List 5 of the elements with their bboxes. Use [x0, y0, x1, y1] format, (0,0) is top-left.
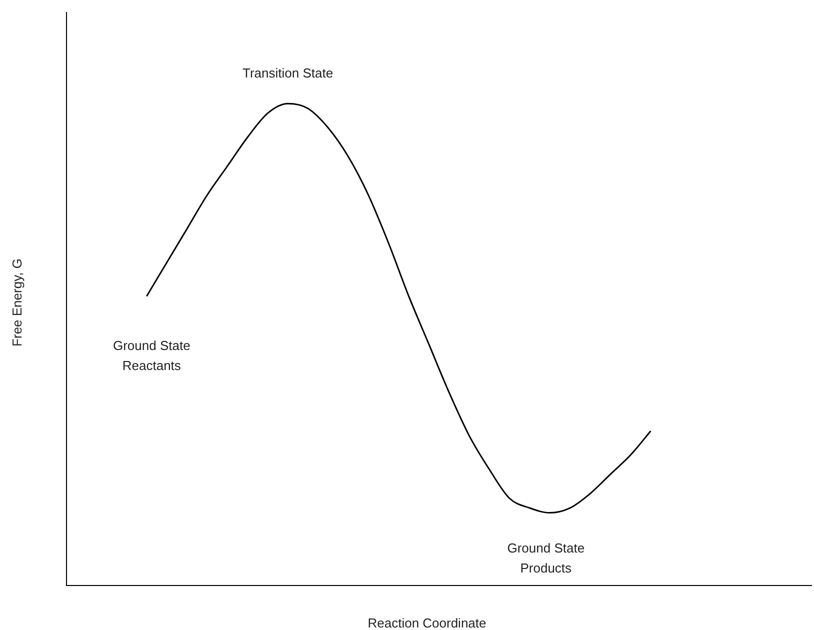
text: Transition State [242, 65, 334, 80]
annotation: Ground State Reactants [112, 338, 190, 373]
x-axis-title: Reaction Coordinate [368, 616, 486, 630]
annotation: Ground State Products [507, 540, 585, 576]
y-axis-title: Free Energy, G [10, 258, 25, 346]
